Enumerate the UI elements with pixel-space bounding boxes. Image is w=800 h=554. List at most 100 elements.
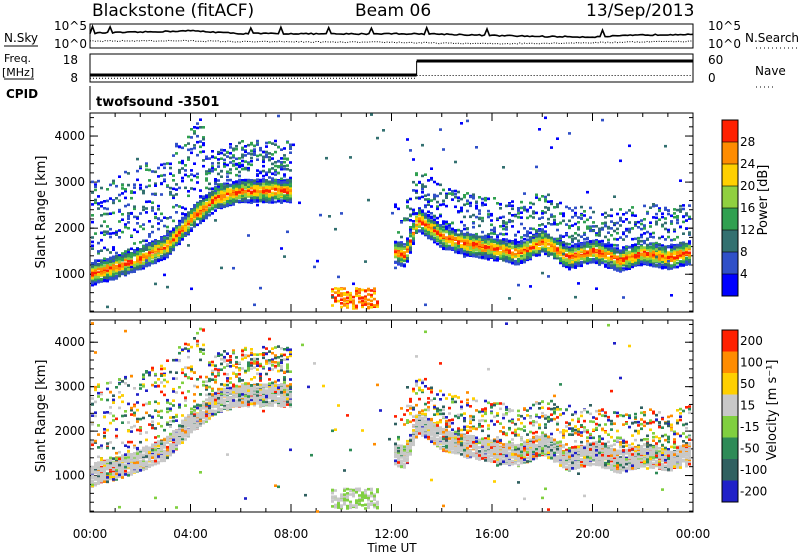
echo-cell bbox=[613, 268, 616, 271]
echo-cell bbox=[355, 304, 358, 308]
echo-cell bbox=[178, 168, 181, 172]
echo-cell bbox=[286, 196, 289, 200]
echo-cell bbox=[352, 302, 355, 306]
echo-cell bbox=[604, 260, 607, 263]
echo-cell bbox=[415, 189, 418, 193]
echo-cell bbox=[274, 150, 277, 154]
echo-cell bbox=[280, 148, 283, 151]
echo-cell bbox=[544, 240, 547, 243]
echo-cell bbox=[370, 305, 373, 309]
echo-cell bbox=[589, 251, 592, 255]
echo-cell bbox=[148, 246, 151, 249]
echo-cell bbox=[547, 243, 550, 246]
echo-cell bbox=[559, 239, 562, 243]
echo-cell bbox=[190, 229, 193, 232]
echo-cell bbox=[550, 200, 553, 203]
echo-cell bbox=[94, 275, 97, 279]
echo-cell bbox=[559, 245, 562, 249]
echo-cell bbox=[169, 237, 172, 240]
echo-cell bbox=[283, 195, 286, 198]
echo-cell bbox=[103, 274, 106, 277]
echo-cell bbox=[268, 158, 271, 162]
echo-cell bbox=[457, 238, 460, 241]
echo-cell bbox=[142, 227, 145, 231]
echo-cell bbox=[448, 231, 451, 234]
echo-cell bbox=[538, 228, 541, 231]
echo-cell bbox=[130, 252, 133, 255]
echo-cell bbox=[124, 271, 127, 274]
echo-cell bbox=[577, 239, 580, 243]
echo-cell bbox=[523, 243, 526, 247]
echo-cell bbox=[568, 247, 571, 251]
echo-cell bbox=[346, 304, 349, 308]
echo-cell bbox=[352, 307, 355, 310]
echo-cell bbox=[499, 225, 502, 228]
echo-cell bbox=[562, 219, 565, 223]
echo-cell bbox=[346, 296, 349, 300]
echo-cell bbox=[226, 201, 229, 204]
echo-cell bbox=[178, 231, 181, 234]
echo-cell bbox=[193, 187, 196, 191]
echo-cell bbox=[226, 203, 229, 206]
echo-cell bbox=[220, 205, 223, 209]
echo-cell bbox=[595, 261, 598, 265]
echo-cell bbox=[478, 247, 481, 250]
echo-cell bbox=[103, 233, 106, 236]
echo-cell bbox=[583, 231, 586, 235]
echo-cell bbox=[466, 246, 469, 250]
echo-cell bbox=[268, 141, 271, 144]
echo-cell bbox=[118, 193, 121, 197]
echo-cell bbox=[556, 223, 559, 226]
echo-cell bbox=[511, 207, 514, 211]
echo-cell bbox=[508, 254, 511, 258]
echo-cell bbox=[553, 241, 556, 244]
echo-cell bbox=[502, 247, 505, 251]
echo-cell bbox=[112, 201, 115, 205]
echo-cell bbox=[439, 203, 442, 207]
echo-cell bbox=[376, 305, 379, 308]
echo-cell bbox=[568, 226, 571, 230]
echo-cell bbox=[466, 240, 469, 243]
echo-cell bbox=[265, 150, 268, 154]
echo-cell bbox=[139, 186, 142, 190]
echo-cell bbox=[211, 199, 214, 202]
echo-cell bbox=[571, 260, 574, 264]
echo-cell bbox=[190, 151, 193, 155]
echo-cell bbox=[130, 268, 133, 271]
echo-cell bbox=[151, 201, 154, 204]
echo-cell bbox=[106, 225, 109, 228]
echo-cell bbox=[484, 245, 487, 248]
echo-cell bbox=[187, 244, 190, 247]
echo-cell bbox=[409, 246, 412, 250]
echo-cell bbox=[454, 189, 457, 193]
echo-cell bbox=[529, 244, 532, 248]
echo-cell bbox=[493, 248, 496, 251]
echo-cell bbox=[124, 265, 127, 269]
echo-cell bbox=[595, 233, 598, 237]
echo-cell bbox=[538, 253, 541, 256]
echo-cell bbox=[586, 243, 589, 246]
echo-cell bbox=[109, 232, 112, 235]
echo-cell bbox=[508, 260, 511, 264]
echo-cell bbox=[589, 206, 592, 210]
echo-cell bbox=[220, 157, 223, 160]
echo-cell bbox=[259, 186, 262, 190]
echo-cell bbox=[478, 245, 481, 248]
echo-cell bbox=[106, 232, 109, 235]
echo-cell bbox=[151, 206, 154, 210]
echo-cell bbox=[613, 195, 616, 198]
echo-cell bbox=[490, 232, 493, 235]
echo-cell bbox=[142, 191, 145, 195]
echo-cell bbox=[103, 265, 106, 268]
echo-cell bbox=[475, 146, 478, 149]
echo-cell bbox=[454, 192, 457, 196]
echo-cell bbox=[409, 230, 412, 234]
echo-cell bbox=[100, 204, 103, 208]
echo-cell bbox=[268, 190, 271, 193]
echo-cell bbox=[592, 221, 595, 224]
echo-cell bbox=[202, 150, 205, 153]
echo-cell bbox=[418, 220, 421, 223]
echo-cell bbox=[361, 296, 364, 300]
echo-cell bbox=[595, 253, 598, 256]
echo-cell bbox=[355, 294, 358, 298]
